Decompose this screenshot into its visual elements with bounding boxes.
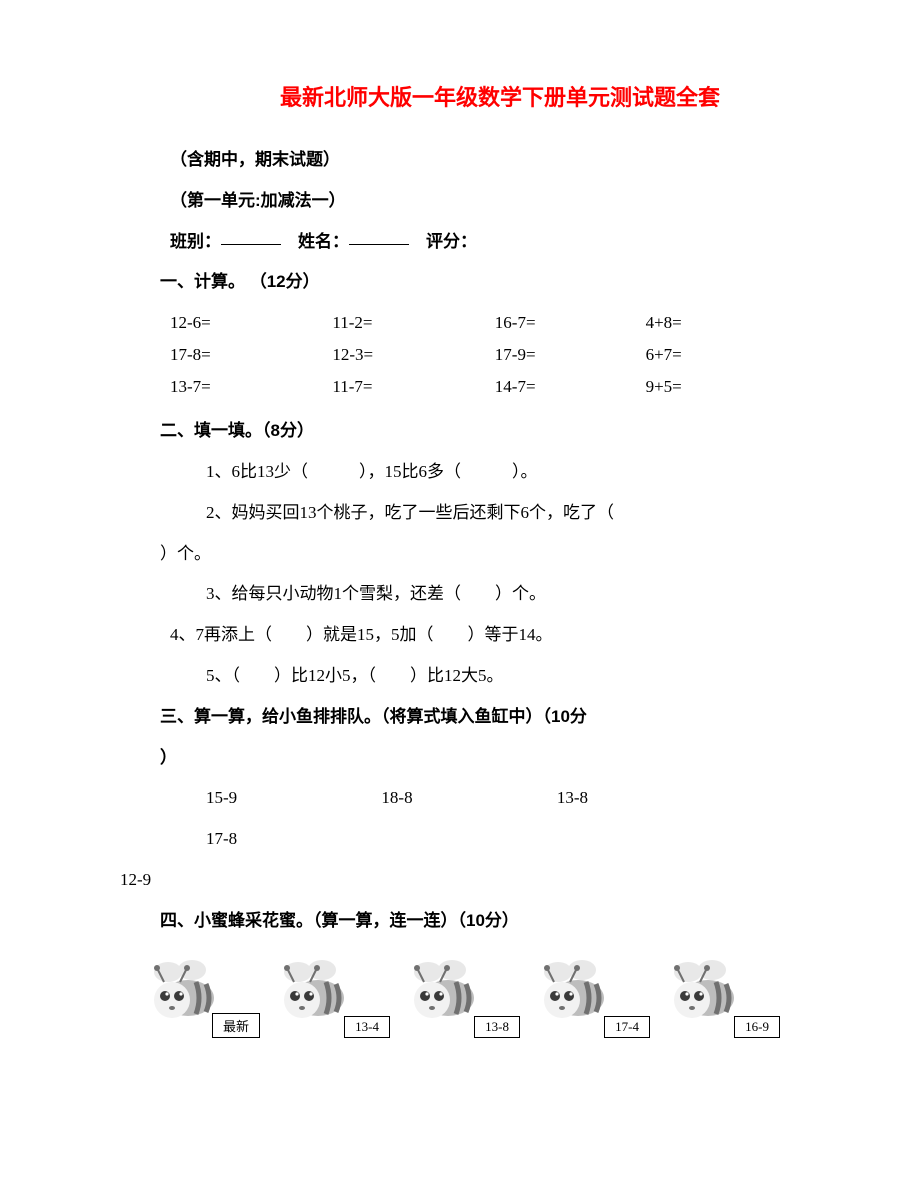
fish-expr: 18-8 [381, 778, 412, 819]
page-title: 最新北师大版一年级数学下册单元测试题全套 [250, 80, 750, 112]
calc-cell: 16-7= [495, 307, 646, 339]
calc-cell: 6+7= [646, 339, 750, 371]
bee-row: 最新 13-4 [150, 954, 780, 1038]
bee-icon [274, 954, 354, 1024]
bee-icon [404, 954, 484, 1024]
class-blank[interactable] [221, 230, 281, 245]
fish-expression-row: 15-9 18-8 13-8 17-8 [170, 778, 750, 860]
bee-label: 16-9 [734, 1016, 780, 1038]
calc-cell: 12-6= [170, 307, 332, 339]
bee-unit: 13-4 [280, 954, 390, 1038]
calc-cell: 17-9= [495, 339, 646, 371]
fish-expr: 15-9 [206, 778, 237, 819]
score-label: 评分： [426, 232, 477, 251]
question-2-2a: 2、妈妈买回13个桃子，吃了一些后还剩下6个，吃了（ [170, 493, 750, 534]
student-info-line: 班别： 姓名： 评分： [170, 222, 750, 263]
section-1-heading: 一、计算。 （12分） [160, 262, 750, 303]
fish-expr: 13-8 [557, 778, 588, 819]
table-row: 12-6= 11-2= 16-7= 4+8= [170, 307, 750, 339]
fish-expr-last: 12-9 [120, 860, 750, 901]
calc-cell: 13-7= [170, 371, 332, 403]
calc-cell: 17-8= [170, 339, 332, 371]
calc-cell: 4+8= [646, 307, 750, 339]
calc-cell: 11-7= [332, 371, 494, 403]
section-3-heading-a: 三、算一算，给小鱼排排队。（将算式填入鱼缸中）（10分 [160, 697, 750, 738]
question-2-5: 5、（ ）比12小5，（ ）比12大5。 [170, 656, 750, 697]
table-row: 13-7= 11-7= 14-7= 9+5= [170, 371, 750, 403]
question-2-2b: ）个。 [160, 534, 750, 575]
bee-unit: 16-9 [670, 954, 780, 1038]
calculation-table: 12-6= 11-2= 16-7= 4+8= 17-8= 12-3= 17-9=… [170, 307, 750, 403]
table-row: 17-8= 12-3= 17-9= 6+7= [170, 339, 750, 371]
bee-label: 17-4 [604, 1016, 650, 1038]
section-3-heading-b: ） [160, 738, 750, 779]
fish-expr: 17-8 [206, 819, 237, 860]
class-label: 班别： [170, 232, 221, 251]
calc-cell: 11-2= [332, 307, 494, 339]
subtitle-unit: （第一单元:加减法一） [170, 181, 750, 222]
subtitle-exam-scope: （含期中，期末试题） [170, 140, 750, 181]
bee-unit: 13-8 [410, 954, 520, 1038]
name-blank[interactable] [349, 230, 409, 245]
section-4-heading: 四、小蜜蜂采花蜜。（算一算，连一连）（10分） [160, 901, 750, 942]
bee-label: 13-4 [344, 1016, 390, 1038]
bee-icon [664, 954, 744, 1024]
name-label: 姓名： [298, 232, 349, 251]
calc-cell: 12-3= [332, 339, 494, 371]
section-2-heading: 二、填一填。（8分） [160, 411, 750, 452]
calc-cell: 9+5= [646, 371, 750, 403]
worksheet-page: 最新北师大版一年级数学下册单元测试题全套 （含期中，期末试题） （第一单元:加减… [0, 0, 920, 1088]
question-2-1: 1、6比13少（ ），15比6多（ ）。 [170, 452, 750, 493]
question-2-4: 4、7再添上（ ）就是15，5加（ ）等于14。 [170, 615, 750, 656]
bee-unit: 17-4 [540, 954, 650, 1038]
bee-unit: 最新 [150, 954, 260, 1038]
bee-label: 13-8 [474, 1016, 520, 1038]
bee-icon [534, 954, 614, 1024]
bee-label: 最新 [212, 1013, 260, 1038]
question-2-3: 3、给每只小动物1个雪梨，还差（ ）个。 [170, 574, 750, 615]
calc-cell: 14-7= [495, 371, 646, 403]
